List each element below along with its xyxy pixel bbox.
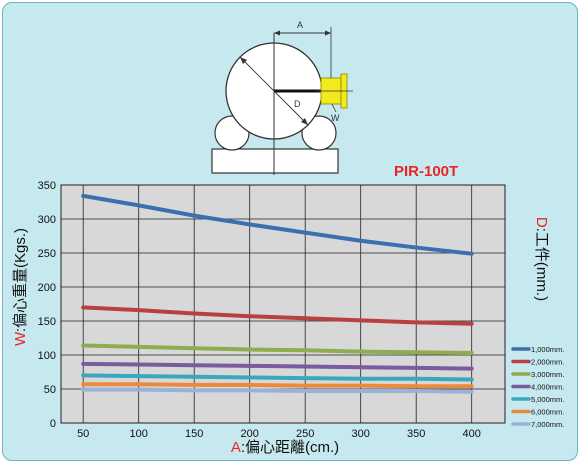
x-tick-label: 250 — [296, 428, 314, 440]
weight-arrow-line — [331, 103, 337, 113]
x-axis-label-prefix: A — [231, 439, 241, 456]
y-tick-label: 100 — [38, 350, 56, 362]
legend: 1,000mm. 2,000mm. 3,000mm. 4,000mm. 5,000mm.… — [511, 345, 564, 429]
series-line-1 — [81, 193, 474, 256]
support-roller-right — [301, 115, 337, 151]
series-line-2 — [81, 305, 474, 326]
x-tick-label: 300 — [352, 428, 370, 440]
workpiece-label-prefix: D — [533, 217, 550, 228]
diameter-arrow-top — [240, 57, 247, 64]
y-tick-label: 150 — [38, 316, 56, 328]
series-line-4 — [81, 361, 474, 371]
legend-label: 3,000mm. — [531, 370, 564, 379]
x-tick-label: 50 — [77, 428, 89, 440]
series-line-5 — [81, 373, 474, 382]
x-axis-label: A:偏心距離(cm.) — [231, 438, 339, 456]
dimension-d-label: D — [294, 99, 301, 109]
dimension-a-arrow-left — [274, 30, 280, 36]
dimension-a-label: A — [297, 20, 303, 30]
base-block — [211, 148, 339, 174]
legend-label: 5,000mm. — [531, 395, 564, 404]
series-line-7 — [81, 387, 474, 394]
legend-label: 7,000mm. — [531, 420, 564, 429]
workpiece-label-text: :工件(mm.) — [533, 228, 550, 301]
x-tick-label: 200 — [241, 428, 259, 440]
legend-label: 1,000mm. — [531, 345, 564, 354]
series-line-3 — [81, 343, 474, 355]
x-tick-label: 400 — [463, 428, 481, 440]
diameter-line — [239, 56, 309, 126]
y-axis-label-text: :偏心重量(Kgs.) — [12, 228, 29, 332]
y-tick-label: 0 — [50, 418, 56, 430]
diameter-arrow-bottom — [301, 118, 308, 125]
workpiece-diameter-label: D:工件(mm.) — [533, 217, 550, 301]
y-tick-label: 350 — [38, 180, 56, 192]
series-lines — [81, 193, 474, 394]
y-tick-labels: 0 50 100 150 200 250 300 350 — [38, 180, 56, 430]
y-axis-label: W:偏心重量(Kgs.) — [12, 228, 29, 346]
x-tick-labels: 50 100 150 200 250 300 350 400 — [77, 428, 481, 440]
y-tick-label: 50 — [44, 384, 56, 396]
legend-label: 2,000mm. — [531, 358, 564, 367]
y-axis-label-prefix: W — [12, 331, 29, 346]
y-tick-label: 250 — [38, 248, 56, 260]
legend-label: 6,000mm. — [531, 408, 564, 417]
y-tick-label: 200 — [38, 282, 56, 294]
series-line-6 — [81, 382, 474, 389]
dimension-w-label: W — [331, 113, 340, 123]
x-tick-label: 100 — [130, 428, 148, 440]
x-axis-label-text: :偏心距離(cm.) — [241, 438, 339, 456]
model-title: PIR-100T — [394, 163, 459, 180]
eccentric-weight-diagram: A D W — [211, 20, 353, 175]
dimension-a-arrow-right — [325, 30, 331, 36]
x-tick-label: 350 — [407, 428, 425, 440]
legend-label: 4,000mm. — [531, 383, 564, 392]
y-tick-label: 300 — [38, 214, 56, 226]
x-tick-label: 150 — [185, 428, 203, 440]
weight-vs-distance-chart: 50 100 150 200 250 300 350 400 0 50 100 150 200 250 3… — [12, 180, 564, 456]
